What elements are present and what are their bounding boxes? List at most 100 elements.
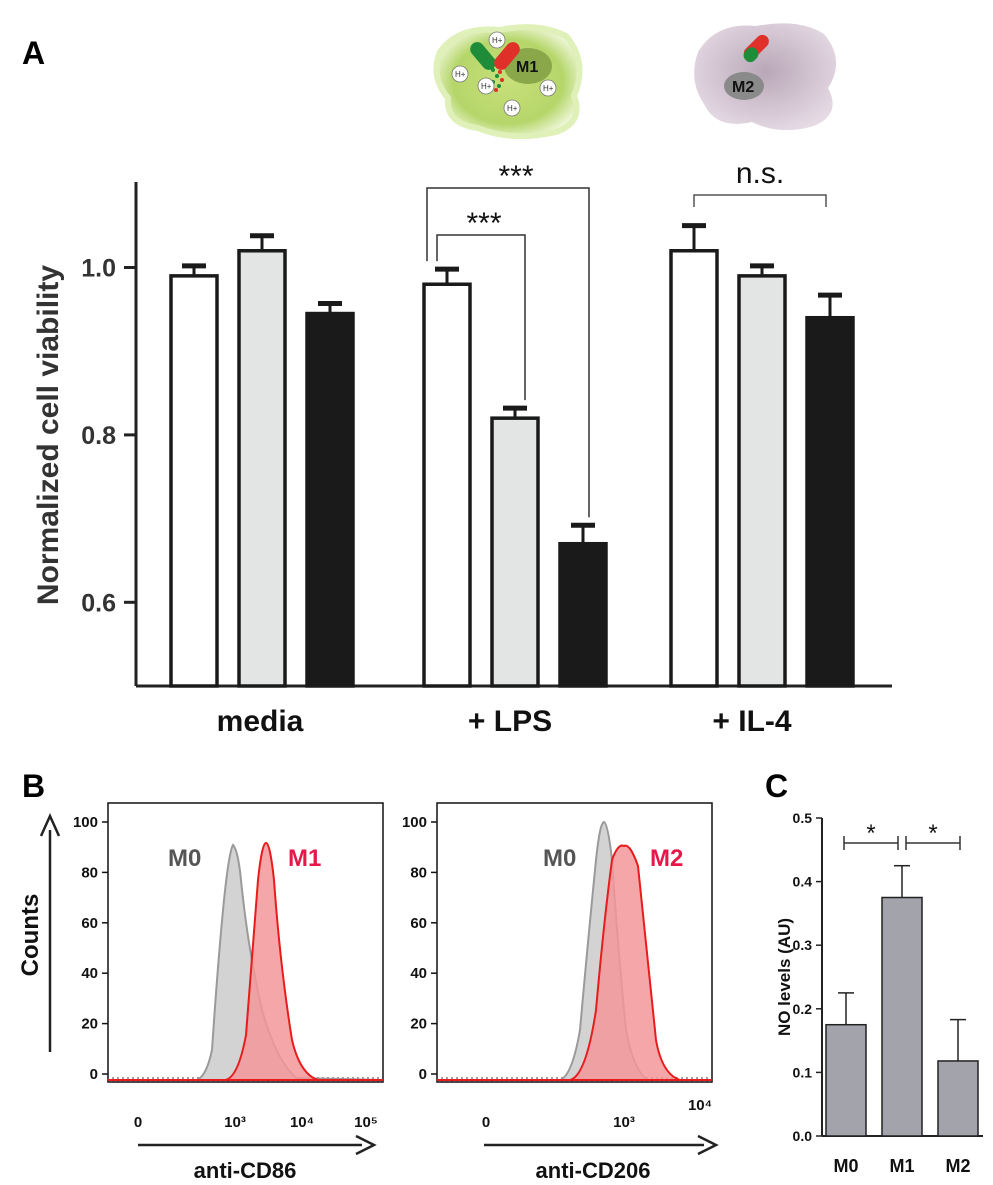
y-tick-label: 0 [90, 1066, 98, 1083]
proton-labels: H+ H+ H+ H+ H+ [455, 36, 554, 113]
panel-c-categories: M0 M1 M2 [833, 1156, 970, 1176]
m1-histogram [108, 841, 383, 1081]
m2-cell-icon: M2 [694, 23, 837, 131]
bar [881, 896, 923, 1137]
significance-label: *** [466, 207, 501, 240]
bar [490, 416, 540, 688]
legend-m0-left: M0 [168, 845, 201, 872]
panel-b: B Counts 0 20 40 60 80 100 M0 M1 0 10³ 10⁴ 10… [17, 768, 719, 1183]
y-tick-label: 0.0 [793, 1128, 813, 1144]
x-tick-1000: 10³ [613, 1114, 635, 1131]
panel-b-y-label: Counts [17, 894, 44, 977]
y-tick-label: 40 [410, 965, 427, 982]
x-label-cd86: anti-CD86 [194, 1158, 297, 1183]
bar [422, 282, 472, 688]
svg-text:H+: H+ [492, 36, 503, 45]
panel-c-y-label: NO levels (AU) [775, 918, 794, 1036]
category-label: + LPS [468, 705, 552, 738]
counts-arrow-head [39, 812, 61, 837]
significance-label: * [866, 820, 875, 847]
y-tick-label: 0 [419, 1066, 427, 1083]
y-tick-label: 0.8 [81, 422, 116, 450]
x-tick-10000: 10⁴ [688, 1097, 712, 1114]
bar [237, 249, 287, 688]
bar [558, 541, 608, 688]
y-tick-label: 20 [81, 1016, 98, 1033]
y-tick-label: 0.2 [793, 1001, 813, 1017]
category-label: media [217, 705, 304, 738]
bar [737, 274, 787, 688]
category-label: M2 [945, 1156, 970, 1176]
histogram-cd206-frame [436, 802, 713, 1083]
panel-a-y-label: Normalized cell viability [32, 265, 65, 605]
bar [669, 249, 719, 688]
m2-histogram [437, 844, 712, 1081]
category-label: M0 [833, 1156, 858, 1176]
panel-c-bars [825, 864, 979, 1137]
significance-bracket [693, 194, 827, 207]
significance-label: n.s. [736, 157, 784, 190]
legend-m1: M1 [288, 845, 321, 872]
m1-cell-icon: H+ H+ H+ H+ H+ M1 [433, 24, 583, 140]
panel-c-y-ticks: 0.0 0.1 0.2 0.3 0.4 0.5 [793, 810, 822, 1144]
significance-bracket [905, 836, 961, 850]
svg-text:H+: H+ [543, 84, 554, 93]
m2-cell-label: M2 [732, 79, 754, 96]
x-tick-0: 0 [134, 1114, 142, 1131]
bar [825, 1023, 867, 1137]
histogram-cd86: 0 20 40 60 80 100 M0 M1 0 10³ 10⁴ 10⁵ anti-CD… [73, 802, 384, 1183]
panel-a-y-ticks: 0.6 0.8 1.0 [81, 255, 136, 617]
y-tick-label: 0.4 [793, 874, 813, 890]
svg-text:H+: H+ [507, 104, 518, 113]
significance-label: *** [498, 160, 533, 193]
panel-c-significance: * * [843, 820, 961, 850]
y-tick-label: 60 [81, 915, 98, 932]
x-tick-100000: 10⁵ [354, 1114, 378, 1131]
panel-a-categories: media + LPS + IL-4 [217, 705, 792, 738]
y-tick-label: 0.6 [81, 589, 116, 617]
x-arrow-cd86-head [355, 1134, 377, 1156]
bar [305, 311, 355, 688]
y-tick-label: 80 [410, 864, 427, 881]
bar [937, 1060, 979, 1137]
panel-a-label: A [22, 35, 45, 71]
x-tick-0: 0 [482, 1114, 490, 1131]
histogram-cd206: 0 20 40 60 80 100 M0 M2 0 10³ 10⁴ anti-CD206 [402, 802, 719, 1183]
y-tick-label: 0.3 [793, 937, 813, 953]
panel-a-bars [169, 223, 855, 688]
y-tick-label: 20 [410, 1016, 427, 1033]
y-tick-label: 100 [402, 814, 427, 831]
panel-a: A H+ H+ H+ H+ H+ M1 [22, 23, 892, 738]
x-tick-1000: 10³ [224, 1114, 246, 1131]
significance-bracket [843, 836, 899, 850]
significance-label: * [928, 820, 937, 847]
x-label-cd206: anti-CD206 [536, 1158, 651, 1183]
legend-m2: M2 [650, 845, 683, 872]
y-tick-label: 0.5 [793, 810, 813, 826]
panel-c-label: C [765, 768, 788, 804]
panel-c: C 0.0 0.1 0.2 0.3 0.4 0.5 NO levels (AU) M0 M1… [765, 768, 983, 1176]
bar [169, 274, 219, 688]
svg-text:H+: H+ [481, 82, 492, 91]
significance-bracket [436, 234, 526, 401]
y-tick-label: 60 [410, 915, 427, 932]
histogram-cd206-y-ticks: 0 20 40 60 80 100 [402, 814, 713, 1083]
histogram-cd86-frame [107, 802, 384, 1083]
bar [805, 315, 855, 688]
svg-text:H+: H+ [455, 70, 466, 79]
x-tick-10000: 10⁴ [290, 1114, 314, 1131]
category-label: + IL-4 [712, 705, 792, 738]
m1-cell-label: M1 [516, 59, 538, 76]
y-tick-label: 0.1 [793, 1064, 813, 1080]
significance-bracket [426, 187, 590, 518]
panel-b-label: B [22, 768, 45, 804]
y-tick-label: 80 [81, 864, 98, 881]
x-arrow-cd206-head [697, 1134, 719, 1156]
legend-m0-right: M0 [543, 845, 576, 872]
y-tick-label: 100 [73, 814, 98, 831]
y-tick-label: 1.0 [81, 255, 116, 283]
panel-a-significance: *** *** n.s. [426, 157, 827, 518]
category-label: M1 [889, 1156, 914, 1176]
y-tick-label: 40 [81, 965, 98, 982]
